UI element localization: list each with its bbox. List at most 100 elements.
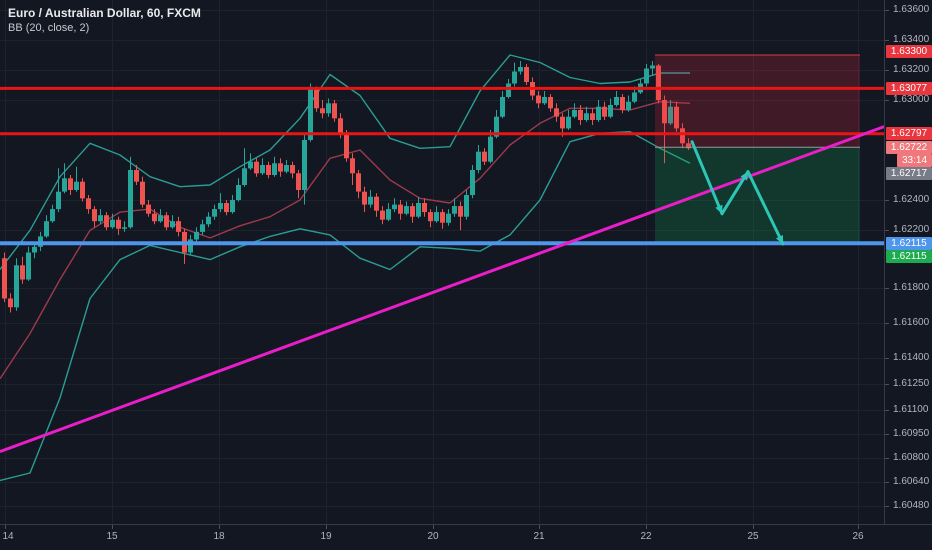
candle-body (224, 203, 229, 213)
candle-body (626, 101, 631, 110)
candle-body (620, 97, 625, 110)
time-tick-mark (858, 525, 859, 529)
candle-body (494, 116, 499, 137)
symbol-title[interactable]: Euro / Australian Dollar, 60, FXCM (8, 6, 201, 20)
candle-body (68, 178, 73, 190)
candle-body (104, 215, 109, 228)
price-tick-label: 1.61800 (885, 282, 932, 294)
time-tick-mark (753, 525, 754, 529)
price-axis[interactable]: 1.63600 1.63400 1.63200 1.63000 1.62400 1.622… (884, 0, 932, 524)
candle-body (608, 105, 613, 117)
candle-body (392, 204, 397, 210)
time-tick-label: 21 (533, 531, 545, 542)
candle-body (374, 196, 379, 211)
price-tick-label: 1.63600 (885, 4, 932, 16)
candle-body (128, 170, 133, 228)
chart-legend: Euro / Australian Dollar, 60, FXCM BB (2… (8, 5, 201, 35)
candle-body (140, 181, 145, 205)
candle-body (314, 89, 319, 109)
price-tick-label: 1.60640 (885, 476, 932, 488)
candle-body (488, 136, 493, 162)
candle-body (56, 191, 61, 210)
candle-body (86, 198, 91, 210)
candle-body (218, 203, 223, 210)
projection-arrow-line[interactable] (746, 170, 785, 246)
candle-body (194, 231, 199, 240)
time-tick-mark (5, 525, 6, 529)
candle-body (422, 203, 427, 213)
trend-line-drawing[interactable] (0, 125, 884, 454)
time-tick-label: 18 (213, 531, 225, 542)
candle-body (158, 215, 163, 222)
price-tick-label: 1.61100 (885, 404, 932, 416)
time-tick-label: 19 (320, 531, 332, 542)
candle-body (14, 265, 19, 308)
projection-arrowhead-icon (715, 204, 723, 214)
price-badge-last-price: 1.62722 (886, 141, 932, 154)
candle-body (116, 219, 121, 229)
candle-body (650, 65, 655, 69)
candle-body (278, 163, 283, 172)
candle-body (572, 110, 577, 117)
candle-body (524, 67, 529, 82)
indicator-label[interactable]: BB (20, close, 2) (8, 22, 90, 34)
short-position-target-zone[interactable] (655, 147, 860, 244)
price-tick-label: 1.60800 (885, 452, 932, 464)
candle-body (446, 213, 451, 223)
candle-body (32, 246, 37, 253)
candle-body (332, 103, 337, 119)
candle-body (212, 209, 217, 217)
time-axis[interactable]: 14 15 18 19 20 21 22 25 26 (0, 524, 932, 550)
candle-body (428, 212, 433, 222)
projection-arrow-line[interactable] (690, 140, 724, 216)
chart-canvas[interactable] (0, 0, 884, 524)
candle-body (260, 165, 265, 174)
candle-body (506, 83, 511, 97)
time-tick-mark (219, 525, 220, 529)
price-tick-label: 1.61600 (885, 317, 932, 329)
time-tick-label: 25 (747, 531, 759, 542)
candle-body (476, 151, 481, 170)
candle-body (230, 200, 235, 213)
price-tick-label: 1.63200 (885, 64, 932, 76)
candle-body (272, 163, 277, 175)
candle-body (554, 108, 559, 117)
candle-body (380, 210, 385, 220)
candle-body (398, 204, 403, 214)
candle-body (578, 110, 583, 120)
time-tick-label: 22 (640, 531, 652, 542)
candle-body (50, 209, 55, 222)
candle-body (2, 258, 7, 299)
price-badge-countdown: 33:14 (897, 154, 932, 167)
short-position-stop-zone[interactable] (655, 55, 860, 148)
price-tick-label: 1.63400 (885, 34, 932, 46)
price-tick-label: 1.63000 (885, 94, 932, 106)
chart-pane[interactable]: Euro / Australian Dollar, 60, FXCM BB (2… (0, 0, 884, 524)
candle-body (164, 215, 169, 228)
price-tick-label: 1.62400 (885, 194, 932, 206)
time-tick-mark (433, 525, 434, 529)
candle-body (344, 133, 349, 159)
candle-body (20, 265, 25, 280)
candle-body (584, 113, 589, 120)
candle-body (266, 165, 271, 175)
candle-body (26, 252, 31, 280)
candle-body (248, 161, 253, 169)
bb-lower-band (0, 130, 691, 482)
candle-body (80, 181, 85, 199)
candle-body (62, 178, 67, 192)
candle-body (122, 227, 127, 229)
price-tick-label: 1.61250 (885, 378, 932, 390)
candle-body (548, 97, 553, 109)
candle-body (176, 221, 181, 232)
candle-body (8, 298, 13, 308)
candle-body (254, 161, 259, 174)
candle-body (152, 213, 157, 222)
time-tick-label: 15 (106, 531, 118, 542)
projection-arrow-line[interactable] (720, 170, 750, 216)
price-badge-stop: 1.63300 (886, 45, 932, 58)
candle-body (668, 106, 673, 124)
candle-body (632, 92, 637, 102)
candle-body (452, 206, 457, 214)
time-tick-label: 14 (2, 531, 14, 542)
